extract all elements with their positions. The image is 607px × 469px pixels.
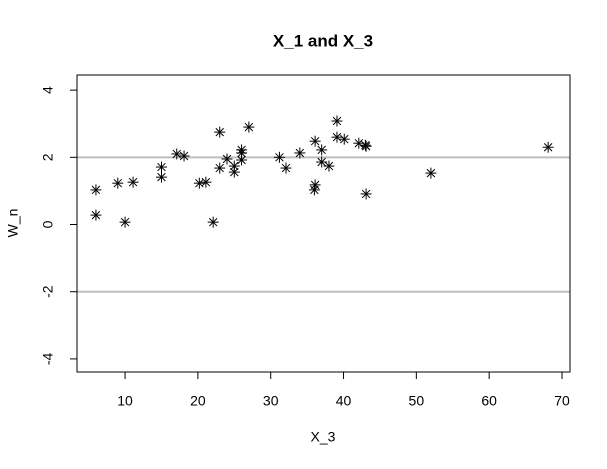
point	[316, 144, 328, 156]
point-stroke	[128, 177, 138, 187]
point	[243, 121, 255, 133]
point-stroke	[179, 151, 189, 161]
point	[542, 141, 554, 153]
point	[178, 150, 190, 162]
y-tick-label: 2	[40, 153, 56, 161]
x-tick-label: 50	[409, 393, 425, 409]
point	[308, 184, 320, 196]
point	[90, 209, 102, 221]
point	[214, 126, 226, 138]
point	[425, 167, 437, 179]
point-stroke	[215, 127, 224, 137]
point-stroke	[230, 161, 239, 171]
point-stroke	[230, 167, 239, 177]
y-tick-label: 0	[40, 220, 56, 228]
point	[214, 162, 226, 174]
point	[221, 153, 233, 165]
point-stroke	[332, 132, 342, 142]
point-stroke	[113, 178, 123, 188]
chart-title: X_1 and X_3	[273, 31, 373, 50]
point-stroke	[215, 163, 224, 173]
point	[207, 216, 219, 228]
point-stroke	[201, 177, 211, 187]
point-stroke	[91, 185, 101, 195]
point-stroke	[361, 140, 370, 150]
point-stroke	[208, 217, 218, 227]
point	[171, 148, 183, 160]
point	[360, 188, 372, 200]
point-stroke	[361, 189, 371, 199]
point	[331, 131, 343, 143]
point-stroke	[195, 178, 204, 188]
point	[127, 176, 139, 188]
point	[338, 133, 350, 145]
point	[331, 115, 343, 127]
point-stroke	[543, 142, 553, 152]
point	[323, 160, 335, 172]
point	[236, 154, 248, 166]
point	[200, 176, 212, 188]
x-tick-label: 70	[554, 393, 570, 409]
point	[294, 147, 306, 159]
point-stroke	[310, 136, 320, 146]
point	[228, 166, 240, 178]
point-stroke	[324, 161, 334, 171]
point-stroke	[157, 172, 166, 182]
y-tick-label: -4	[40, 352, 56, 365]
point-stroke	[317, 145, 326, 155]
x-tick-label: 40	[336, 393, 352, 409]
y-axis-label: W_n	[5, 209, 21, 238]
point-stroke	[275, 153, 284, 162]
point	[155, 161, 167, 173]
point	[309, 135, 321, 147]
point-stroke	[332, 116, 342, 126]
x-tick-label: 20	[190, 393, 206, 409]
point-stroke	[222, 154, 232, 164]
point-stroke	[237, 148, 246, 158]
point-stroke	[426, 168, 436, 178]
point-stroke	[354, 138, 364, 148]
point-stroke	[91, 210, 101, 220]
point-stroke	[310, 185, 319, 195]
point	[155, 171, 167, 183]
point-stroke	[172, 149, 182, 159]
point-stroke	[244, 122, 254, 132]
point	[316, 156, 328, 168]
point-stroke	[295, 148, 305, 158]
y-tick-label: -2	[40, 285, 56, 298]
point-stroke	[237, 155, 246, 165]
point	[280, 162, 292, 174]
x-tick-label: 30	[263, 393, 279, 409]
x-axis-label: X_3	[311, 429, 336, 445]
point-stroke	[120, 217, 130, 227]
point	[112, 177, 124, 189]
point-stroke	[317, 157, 326, 167]
y-tick-label: 4	[40, 86, 56, 94]
point	[119, 216, 131, 228]
point-stroke	[340, 134, 349, 144]
point-stroke	[157, 162, 166, 172]
point	[273, 151, 285, 163]
plot-frame	[76, 74, 571, 373]
point-stroke	[281, 163, 291, 173]
x-tick-label: 60	[481, 393, 497, 409]
point	[90, 184, 102, 196]
point	[359, 139, 371, 151]
x-tick-label: 10	[117, 393, 133, 409]
